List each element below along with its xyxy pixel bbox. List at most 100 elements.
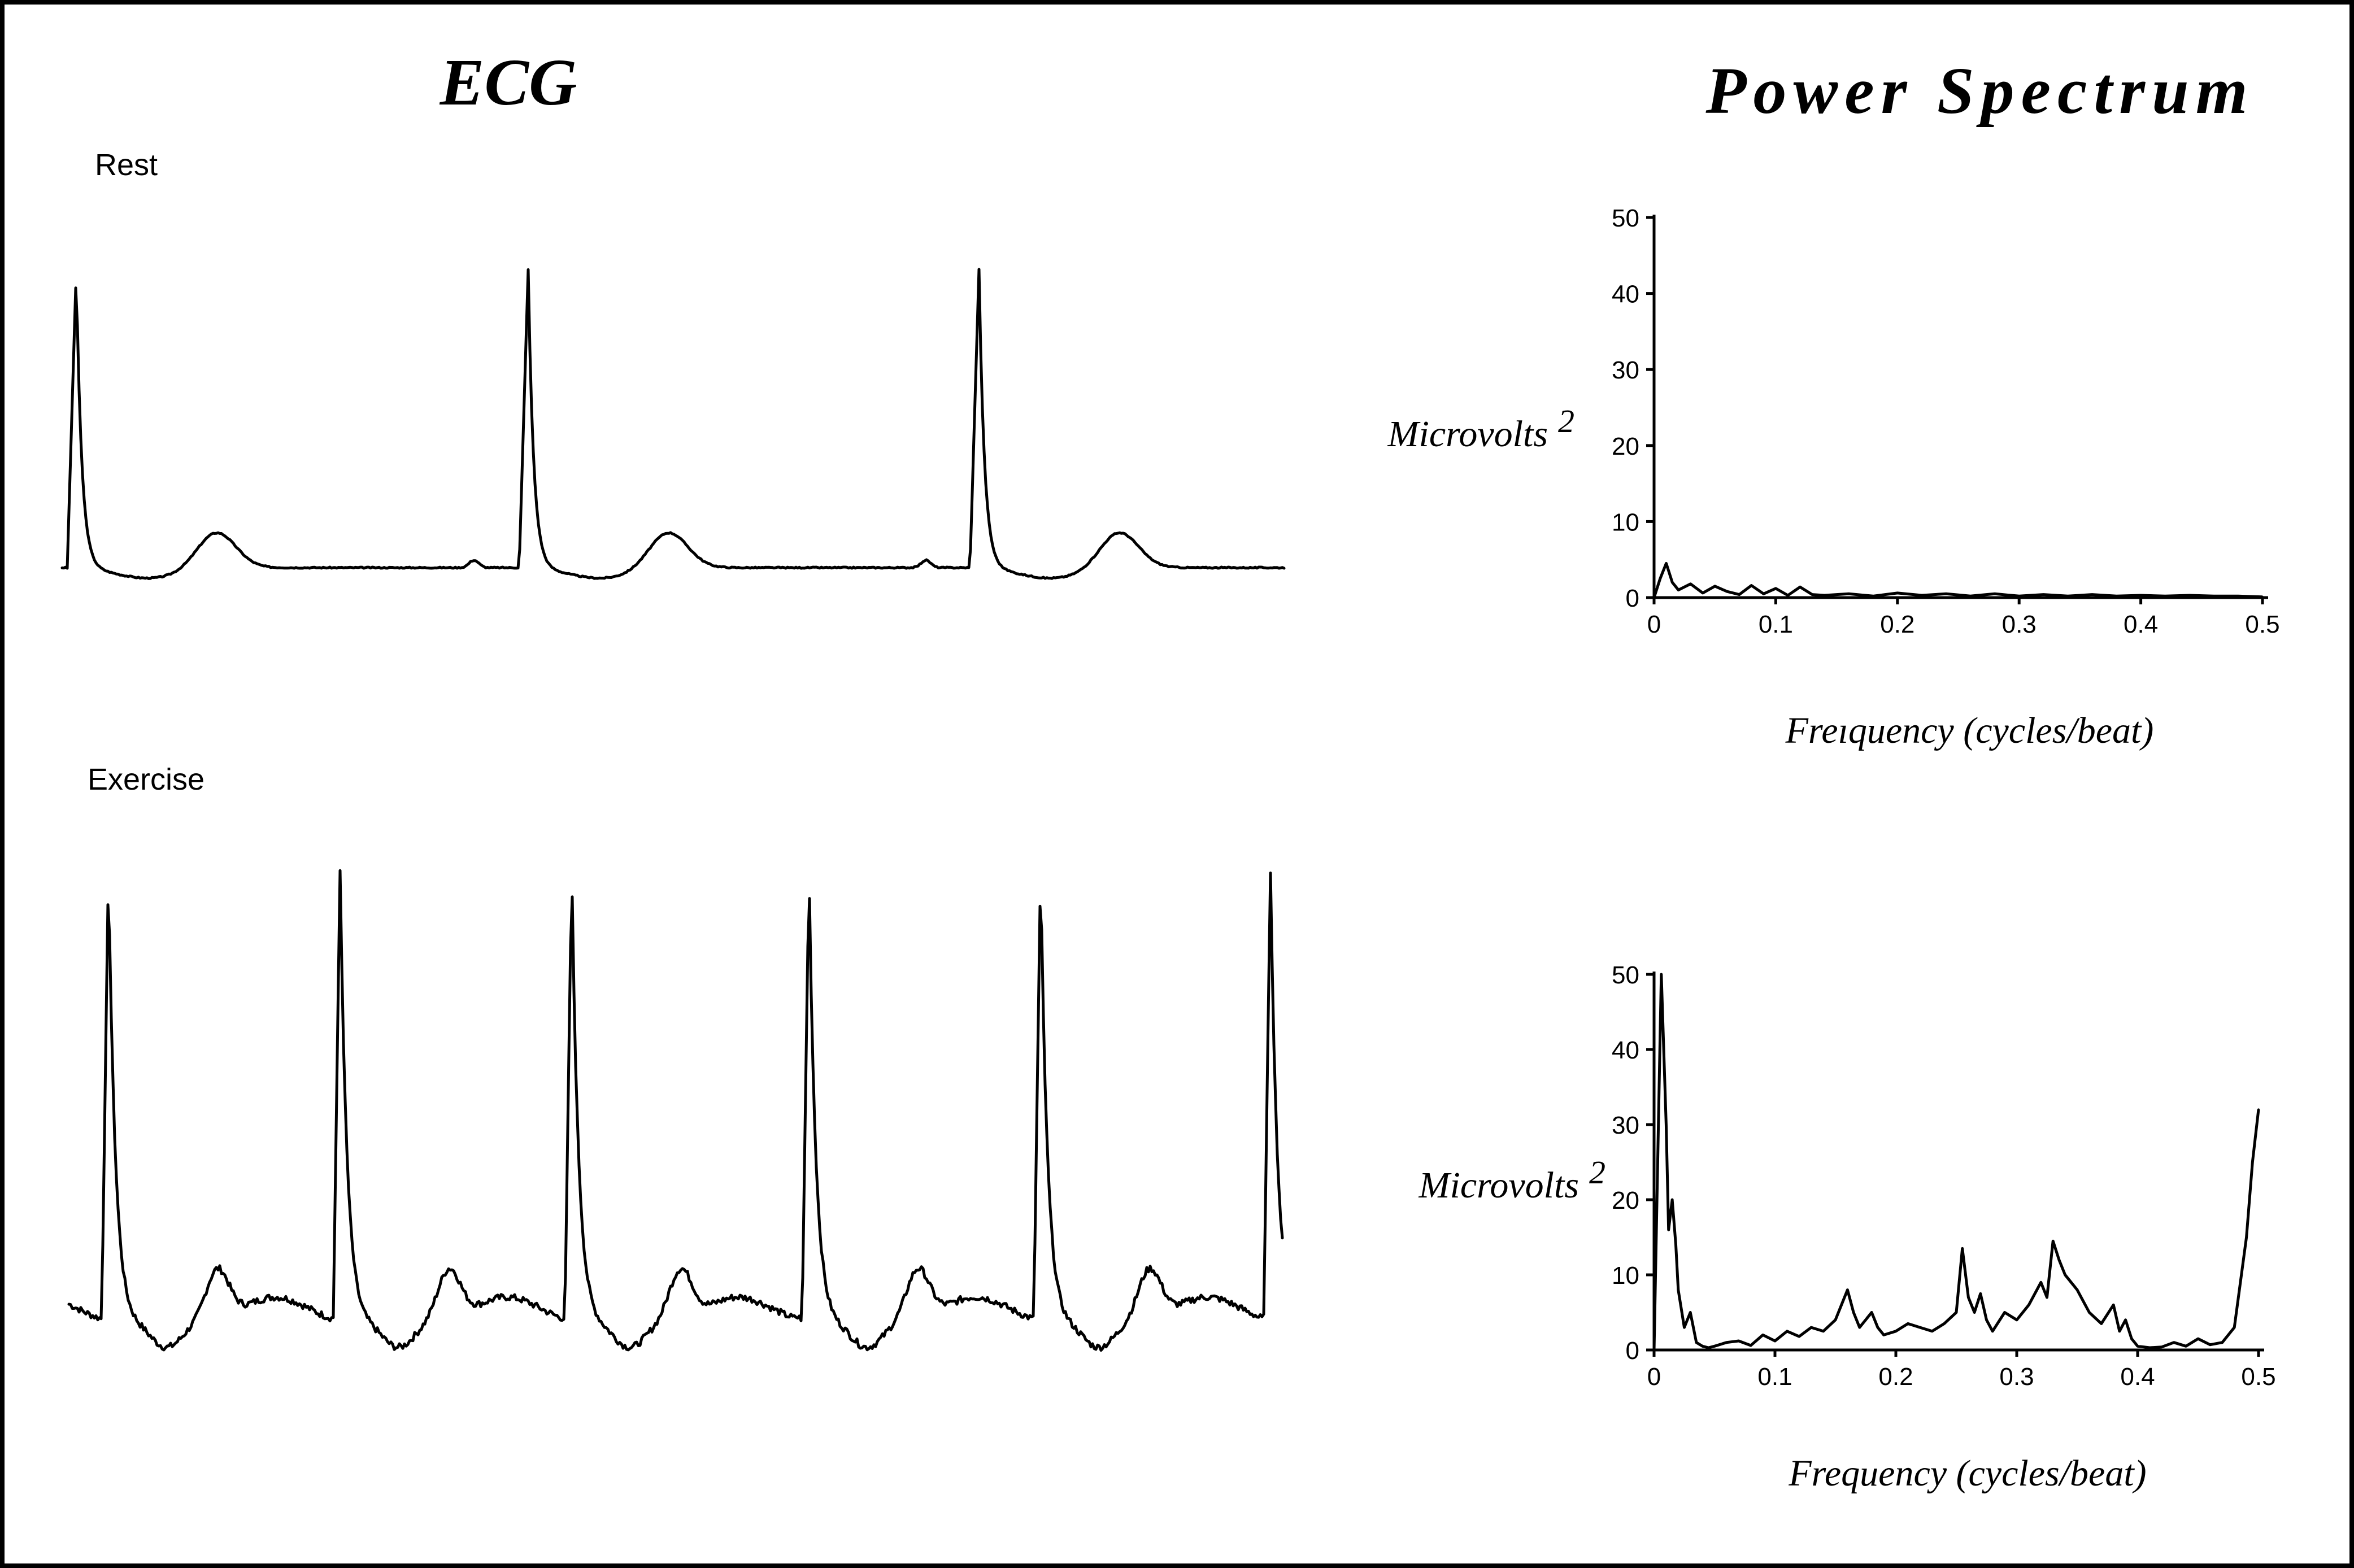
spectrum-data-point [1994, 593, 1996, 595]
spectrum-data-point [1683, 1326, 1686, 1329]
spectrum-data-point [1774, 587, 1777, 590]
spectrum-series-line [1652, 561, 2263, 599]
spectrum-series-line [1652, 973, 2260, 1351]
spectrum-data-point [1872, 595, 1874, 598]
spectrum-data-point [1870, 1311, 1873, 1314]
spectrum-data-point [1882, 1334, 1885, 1336]
x-tick-label: 0.1 [1757, 1363, 1792, 1391]
y-axis-label: Microvolts [1387, 413, 1548, 455]
y-tick-label: 10 [1612, 508, 1639, 536]
spectrum-data-point [1896, 591, 1899, 594]
spectrum-data-point [1931, 1330, 1934, 1332]
spectrum-data-point [1726, 590, 1729, 593]
spectrum-data-point [1738, 593, 1741, 596]
spectrum-data-point [2139, 594, 2142, 596]
spectrum-data-point [1750, 1344, 1752, 1347]
spectrum-data-point [2261, 595, 2264, 598]
y-tick-label: 10 [1612, 1262, 1639, 1290]
spectrum-data-point [1786, 1330, 1789, 1332]
spectrum-data-point [1653, 1349, 1655, 1351]
y-tick-label: 40 [1612, 281, 1639, 308]
ecg-heading: ECG [440, 45, 577, 119]
spectrum-data-point [2039, 1281, 2042, 1284]
spectrum-data-point [1713, 1345, 1716, 1348]
spectrum-data-point [2100, 1322, 2103, 1325]
spectrum-data-point [1674, 1243, 1677, 1246]
spectrum-data-point [2209, 1343, 2212, 1346]
spectrum-data-point [2160, 1345, 2163, 1348]
y-axis-label-superscript: 2 [1558, 403, 1574, 439]
spectrum-data-point [2064, 1274, 2066, 1276]
spectrum-data-point [1689, 582, 1692, 585]
x-axis-label: Freıquency (cycles/beat) [1785, 710, 2154, 751]
y-tick-label: 20 [1612, 1187, 1639, 1214]
x-tick-label: 0.2 [1878, 1363, 1913, 1391]
x-axis-label: Frequency (cycles/beat) [1788, 1453, 2146, 1494]
y-tick-label: 40 [1612, 1036, 1639, 1064]
y-axis-label-superscript: 2 [1589, 1154, 1605, 1191]
spectrum-data-point [2245, 1236, 2248, 1239]
spectrum-data-point [1907, 1322, 1909, 1325]
x-tick-label: 0.1 [1759, 611, 1793, 638]
spectrum-data-point [1985, 1318, 1988, 1321]
spectrum-data-point [2115, 595, 2118, 598]
spectrum-data-point [2188, 594, 2191, 596]
spectrum-data-point [2027, 1304, 2030, 1306]
spectrum-data-point [2018, 595, 2021, 598]
spectrum-data-point [1834, 1318, 1837, 1321]
spectrum-data-point [1671, 581, 1674, 584]
x-tick-label: 0.3 [2002, 611, 2037, 638]
spectrum-data-point [2130, 1338, 2133, 1340]
spectrum-data-point [2112, 1304, 2115, 1306]
spectrum-data-point [2124, 1318, 2127, 1321]
power-spectrum-heading: Power Spectrum [1705, 54, 2254, 128]
x-tick-label: 0.5 [2245, 611, 2279, 638]
spectrum-data-point [1702, 591, 1704, 594]
spectrum-data-point [1822, 1330, 1825, 1332]
spectrum-data-point [1920, 594, 1923, 596]
spectrum-data-point [2197, 1338, 2199, 1340]
spectrum-data-point [1811, 593, 1813, 596]
spectrum-data-point [2042, 593, 2045, 596]
spectrum-data-point [1761, 1334, 1764, 1336]
spectrum-data-point [1846, 1288, 1849, 1291]
spectrum-data-point [1799, 586, 1802, 589]
exercise-ecg-trace [67, 869, 1284, 1352]
spectrum-data-point [1945, 593, 1947, 595]
spectrum-data-point [1991, 1330, 1994, 1332]
spectrum-data-point [1750, 584, 1753, 587]
spectrum-data-point [1852, 1311, 1855, 1314]
spectrum-data-point [1918, 1326, 1921, 1329]
spectrum-data-point [2236, 595, 2239, 598]
y-tick-label: 50 [1612, 204, 1639, 232]
spectrum-data-point [2221, 1341, 2224, 1344]
rest-ecg-trace-group [60, 268, 1286, 580]
y-axis-label: Microvolts [1419, 1165, 1580, 1206]
y-tick-label: 20 [1612, 433, 1639, 460]
spectrum-data-point [2066, 595, 2069, 598]
spectrum-data-point [1762, 593, 1765, 595]
spectrum-data-point [2148, 1347, 2151, 1349]
y-tick-label: 30 [1612, 1112, 1639, 1139]
spectrum-data-point [1701, 1345, 1704, 1348]
spectrum-data-point [1786, 594, 1789, 596]
spectrum-data-point [2212, 595, 2215, 598]
spectrum-data-point [2052, 1240, 2055, 1243]
spectrum-data-point [2164, 595, 2166, 598]
spectrum-data-point [2003, 1311, 2006, 1314]
exercise-spectrum-panel: 0 10 20 30 40 50 0 0.1 0.2 0.3 0.4 0.5 Microvolts 2 Fr… [1419, 961, 2276, 1494]
spectrum-data-point [1659, 577, 1661, 580]
x-tick-label: 0 [1647, 1363, 1661, 1391]
spectrum-data-point [1713, 585, 1716, 587]
spectrum-data-point [1665, 562, 1668, 565]
spectrum-data-point [1810, 1326, 1813, 1329]
spectrum-data-point [1774, 1340, 1776, 1342]
spectrum-data-point [1667, 1229, 1670, 1231]
spectrum-data-point [1943, 1322, 1946, 1325]
rest-ecg-trace [60, 268, 1286, 580]
spectrum-data-point [1955, 1311, 1957, 1314]
spectrum-data-point [1961, 1247, 1964, 1250]
spectrum-data-point [2251, 1161, 2254, 1164]
